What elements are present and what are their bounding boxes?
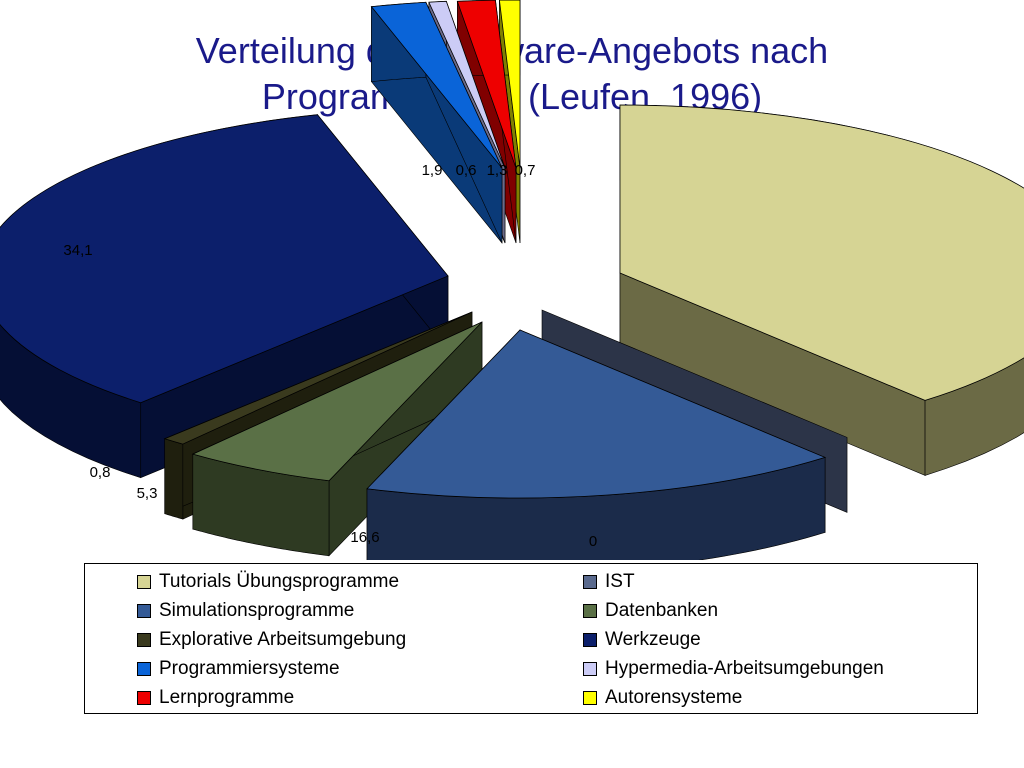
legend-item-9: Autorensysteme (583, 683, 742, 712)
legend-label-2: Simulationsprogramme (159, 599, 355, 621)
legend-swatch-1 (583, 574, 597, 589)
legend-swatch-5 (583, 632, 597, 647)
legend-swatch-0 (137, 574, 151, 589)
legend-item-6: Programmiersysteme (137, 654, 340, 683)
legend-swatch-9 (583, 690, 597, 705)
legend-label-5: Werkzeuge (605, 628, 701, 650)
pie-chart: 0 16,6 5,3 0,8 34,1 1,9 0,6 1,3 0,7 (0, 0, 1024, 560)
legend-swatch-7 (583, 661, 597, 676)
legend-item-7: Hypermedia-Arbeitsumgebungen (583, 654, 884, 683)
legend-label-7: Hypermedia-Arbeitsumgebungen (605, 657, 884, 679)
legend-swatch-2 (137, 603, 151, 618)
data-label-2: 16,6 (350, 529, 379, 546)
legend-label-8: Lernprogramme (159, 686, 295, 708)
data-label-1: 0 (589, 533, 597, 550)
data-label-4: 0,8 (90, 464, 111, 481)
slice-top-6 (370, 1, 503, 169)
data-label-6: 1,9 (422, 162, 443, 179)
data-label-5: 34,1 (63, 242, 92, 259)
data-label-8: 1,3 (487, 162, 508, 179)
slice-6 (370, 1, 503, 244)
legend-swatch-6 (137, 661, 151, 676)
legend-label-6: Programmiersysteme (159, 657, 340, 679)
slice-top-7 (428, 0, 506, 169)
legend-label-9: Autorensysteme (605, 686, 743, 708)
legend-swatch-3 (583, 603, 597, 618)
slice-0 (619, 104, 1024, 476)
legend-label-0: Tutorials Übungsprogramme (159, 570, 400, 592)
slice-top-2 (366, 329, 827, 499)
slice-top-9 (499, 0, 521, 169)
data-label-3: 5,3 (137, 485, 158, 502)
legend-swatch-4 (137, 632, 151, 647)
legend-label-3: Datenbanken (605, 599, 719, 621)
slice-top-0 (619, 104, 1024, 401)
legend-item-3: Datenbanken (583, 596, 718, 625)
slice-rim-4 (164, 438, 184, 520)
legend-item-4: Explorative Arbeitsumgebung (137, 625, 406, 654)
legend-label-1: IST (605, 570, 635, 592)
slice-2 (366, 329, 827, 560)
legend-item-1: IST (583, 567, 635, 596)
slice-top-4 (163, 311, 473, 445)
chart-legend: Tutorials Übungsprogramme IST Simulationsp… (84, 563, 978, 714)
slice-top-8 (456, 0, 517, 169)
legend-label-4: Explorative Arbeitsumgebung (159, 628, 407, 650)
legend-swatch-8 (137, 690, 151, 705)
data-label-9: 0,7 (515, 162, 536, 179)
legend-item-2: Simulationsprogramme (137, 596, 354, 625)
legend-item-0: Tutorials Übungsprogramme (137, 567, 399, 596)
legend-item-5: Werkzeuge (583, 625, 701, 654)
slice-top-3 (191, 321, 483, 482)
slice-top-5 (0, 114, 449, 404)
data-label-7: 0,6 (456, 162, 477, 179)
legend-item-8: Lernprogramme (137, 683, 294, 712)
